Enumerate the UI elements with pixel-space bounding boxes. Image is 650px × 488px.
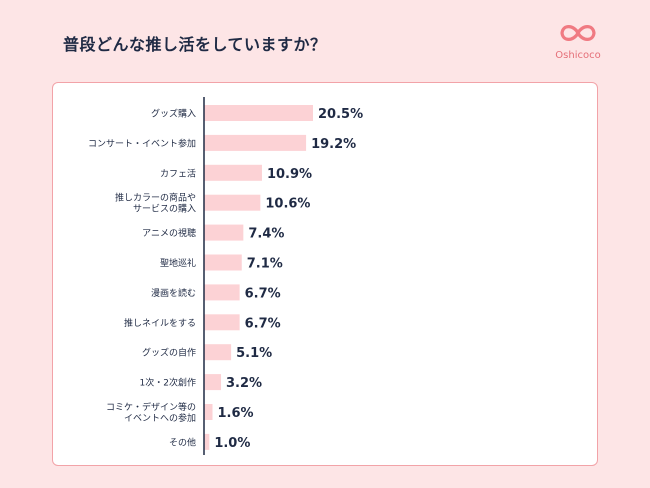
value-label: 20.5%	[318, 107, 363, 122]
value-label: 6.7%	[245, 316, 281, 331]
category-label: コンサート・イベント参加	[88, 137, 196, 149]
bar	[204, 314, 240, 331]
value-label: 1.0%	[214, 436, 250, 451]
oshicoco-logo: Oshicoco	[550, 20, 606, 68]
value-label: 6.7%	[245, 286, 281, 301]
category-label: カフェ活	[160, 167, 196, 179]
logo-text: Oshicoco	[555, 50, 601, 61]
category-label: サービスの購入	[133, 203, 196, 215]
bar	[204, 164, 262, 181]
bar	[204, 134, 307, 151]
bar	[204, 105, 313, 121]
category-label: 漫画を読む	[151, 287, 196, 299]
bar-chart: 20.5% グッズ購入 19.2% コンサート・イベント参加 10.9% カフェ活 10.6…	[88, 97, 363, 455]
value-label: 1.6%	[218, 406, 254, 421]
category-label: 推しカラーの商品や	[115, 192, 196, 204]
category-label: アニメの視聴	[142, 227, 196, 239]
category-label: その他	[169, 436, 196, 448]
value-label: 7.1%	[247, 257, 283, 272]
chart-title: 普段どんな推し活をしていますか？	[63, 35, 327, 54]
value-label: 10.9%	[267, 167, 312, 182]
category-label: グッズの自作	[142, 347, 196, 359]
value-label: 3.2%	[226, 376, 262, 391]
category-label: グッズ購入	[151, 108, 196, 120]
bar	[204, 433, 210, 450]
bar	[204, 344, 232, 361]
bar	[204, 254, 242, 271]
infinity-logo-icon	[560, 25, 596, 41]
category-label: 推しネイルをする	[124, 317, 196, 329]
value-label: 19.2%	[311, 137, 356, 152]
bar	[204, 404, 213, 420]
category-label: 1次・2次創作	[140, 377, 196, 389]
bar	[204, 374, 222, 391]
category-label: イベントへの参加	[124, 412, 196, 424]
category-label: 聖地巡礼	[160, 257, 196, 269]
bar	[204, 194, 261, 211]
category-label: コミケ・デザイン等の	[106, 401, 196, 413]
value-label: 10.6%	[265, 197, 310, 212]
bar	[204, 224, 244, 241]
chart-card: 20.5% グッズ購入 19.2% コンサート・イベント参加 10.9% カフェ活 10.6…	[52, 82, 598, 466]
bar	[204, 284, 240, 301]
value-label: 7.4%	[248, 227, 284, 242]
value-label: 5.1%	[236, 346, 272, 361]
